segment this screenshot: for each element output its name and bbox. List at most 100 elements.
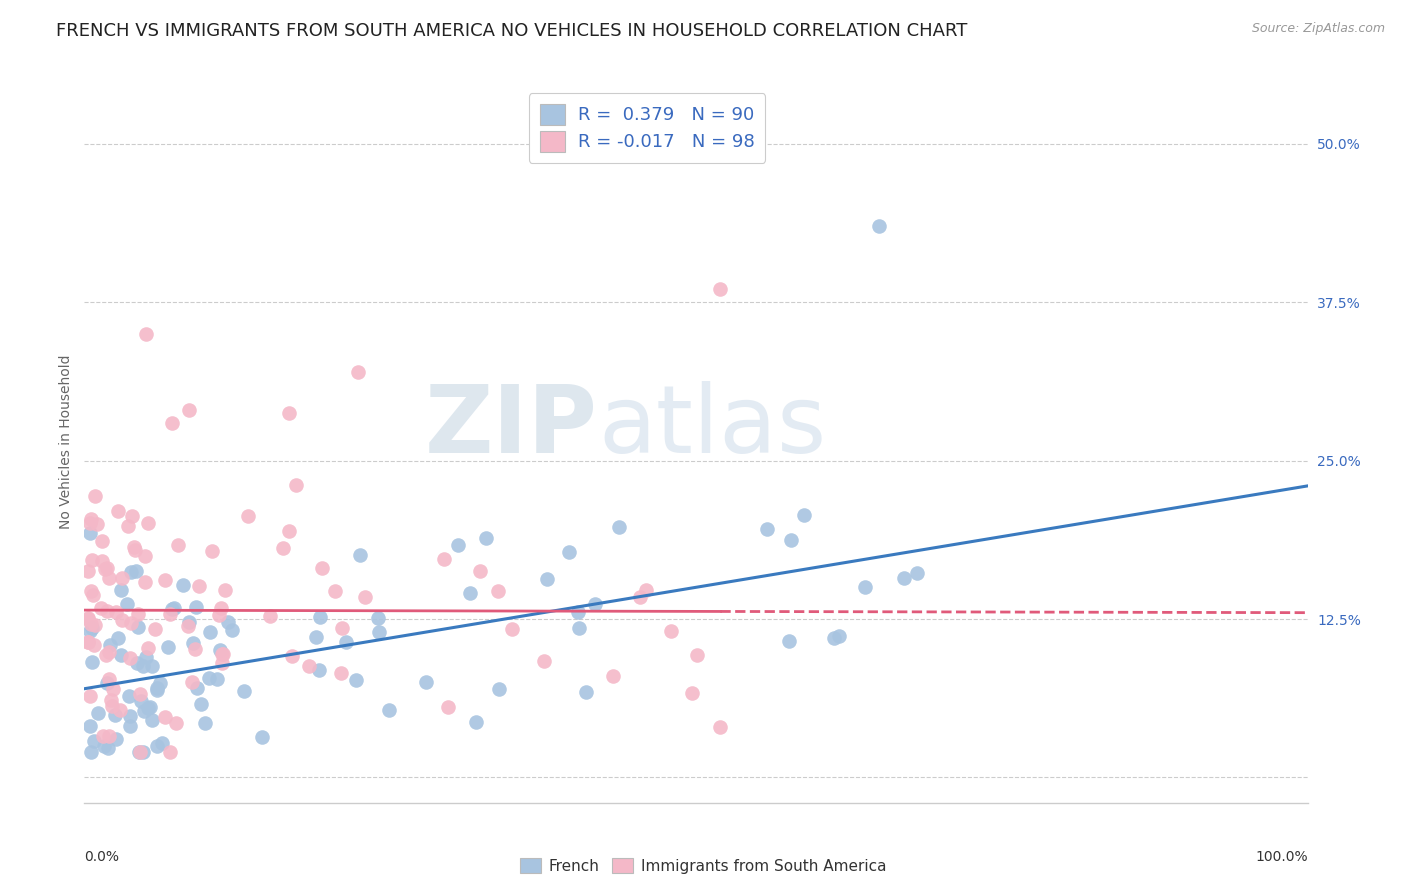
Point bbox=[197, 671, 219, 685]
Point bbox=[568, 621, 591, 635]
Point bbox=[311, 561, 333, 575]
Point bbox=[160, 602, 183, 616]
Point bbox=[79, 516, 101, 530]
Text: FRENCH VS IMMIGRANTS FROM SOUTH AMERICA NO VEHICLES IN HOUSEHOLD CORRELATION CHA: FRENCH VS IMMIGRANTS FROM SOUTH AMERICA … bbox=[56, 22, 967, 40]
Point bbox=[347, 365, 370, 379]
Point bbox=[325, 584, 347, 599]
Point bbox=[433, 551, 456, 566]
Point bbox=[136, 701, 159, 715]
Point bbox=[79, 525, 101, 540]
Point bbox=[308, 610, 330, 624]
Point bbox=[111, 571, 134, 585]
Point bbox=[308, 663, 330, 677]
Point bbox=[77, 610, 100, 624]
Point bbox=[98, 638, 121, 652]
Point bbox=[97, 741, 120, 756]
Point bbox=[634, 583, 657, 598]
Point bbox=[211, 647, 233, 661]
Point bbox=[437, 699, 460, 714]
Point bbox=[184, 599, 207, 614]
Point bbox=[134, 704, 156, 718]
Point bbox=[136, 640, 159, 655]
Point bbox=[94, 562, 117, 576]
Point bbox=[167, 538, 190, 552]
Point bbox=[97, 571, 120, 585]
Point bbox=[107, 631, 129, 645]
Point bbox=[100, 693, 122, 707]
Point bbox=[120, 615, 142, 630]
Point bbox=[177, 402, 200, 417]
Point bbox=[163, 601, 186, 615]
Point bbox=[607, 519, 630, 533]
Point bbox=[97, 672, 120, 686]
Point bbox=[344, 673, 367, 687]
Point bbox=[94, 648, 117, 662]
Point bbox=[146, 681, 169, 695]
Point bbox=[82, 588, 104, 602]
Point bbox=[214, 582, 236, 597]
Point bbox=[101, 699, 124, 714]
Point bbox=[153, 573, 176, 587]
Point bbox=[869, 219, 891, 233]
Point bbox=[354, 591, 377, 605]
Point bbox=[205, 672, 228, 686]
Point bbox=[536, 572, 558, 586]
Point bbox=[128, 745, 150, 759]
Point bbox=[179, 615, 201, 629]
Point bbox=[575, 685, 598, 699]
Point bbox=[211, 647, 233, 661]
Point bbox=[278, 406, 301, 420]
Point bbox=[80, 552, 103, 566]
Point bbox=[124, 542, 146, 557]
Point bbox=[273, 541, 295, 555]
Point bbox=[567, 605, 589, 619]
Point bbox=[120, 565, 142, 579]
Point bbox=[177, 618, 200, 632]
Point bbox=[125, 564, 148, 578]
Point bbox=[501, 623, 523, 637]
Point bbox=[110, 703, 132, 717]
Point bbox=[184, 641, 207, 656]
Point bbox=[335, 634, 357, 648]
Point bbox=[146, 683, 169, 698]
Point bbox=[232, 684, 254, 698]
Point bbox=[77, 635, 100, 649]
Point bbox=[122, 541, 145, 555]
Point bbox=[368, 625, 391, 640]
Point bbox=[93, 739, 115, 753]
Point bbox=[533, 654, 555, 668]
Point bbox=[349, 548, 371, 562]
Point bbox=[134, 549, 156, 563]
Point bbox=[583, 597, 606, 611]
Text: 0.0%: 0.0% bbox=[84, 850, 120, 863]
Point bbox=[84, 489, 107, 503]
Point bbox=[127, 620, 149, 634]
Point bbox=[136, 516, 159, 531]
Point bbox=[156, 640, 179, 654]
Point bbox=[198, 624, 221, 639]
Point bbox=[82, 621, 104, 635]
Point bbox=[86, 516, 108, 531]
Point bbox=[110, 648, 132, 663]
Point bbox=[602, 669, 624, 683]
Point bbox=[159, 607, 181, 621]
Point bbox=[79, 689, 101, 703]
Point bbox=[217, 615, 239, 629]
Point bbox=[96, 676, 118, 690]
Legend: R =  0.379   N = 90, R = -0.017   N = 98: R = 0.379 N = 90, R = -0.017 N = 98 bbox=[529, 93, 765, 162]
Point bbox=[709, 720, 731, 734]
Point bbox=[284, 477, 307, 491]
Point bbox=[125, 656, 148, 670]
Point bbox=[111, 613, 134, 627]
Y-axis label: No Vehicles in Household: No Vehicles in Household bbox=[59, 354, 73, 529]
Point bbox=[91, 729, 114, 743]
Point bbox=[827, 629, 849, 643]
Point bbox=[486, 584, 509, 599]
Point bbox=[280, 648, 302, 663]
Point bbox=[117, 519, 139, 533]
Point bbox=[77, 564, 100, 578]
Point bbox=[121, 508, 143, 523]
Point bbox=[135, 649, 157, 664]
Point bbox=[853, 580, 876, 594]
Point bbox=[118, 690, 141, 704]
